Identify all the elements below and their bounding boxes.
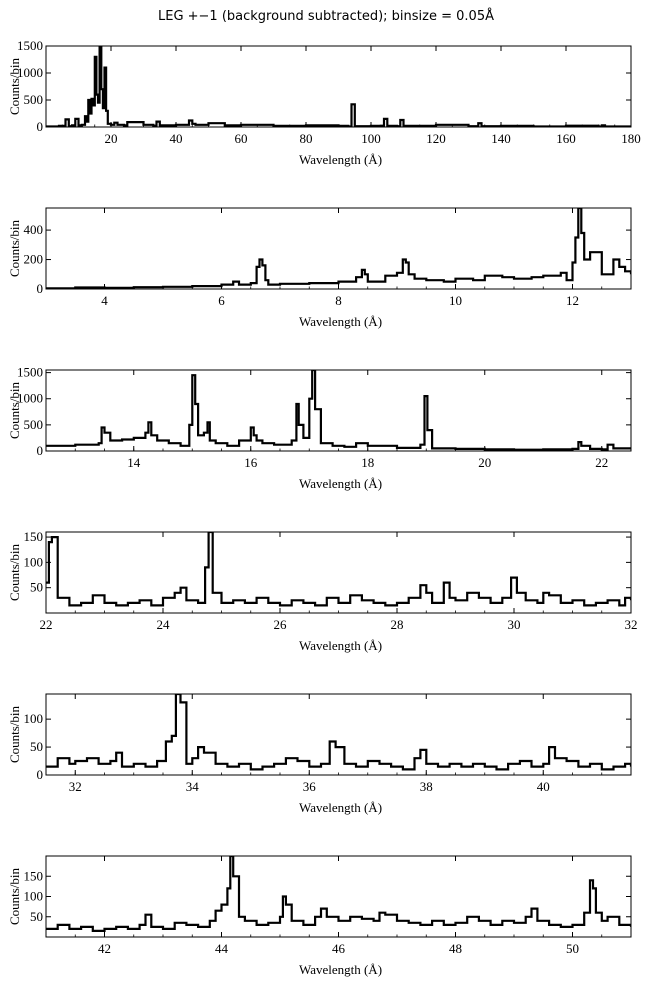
x-tick-label: 12 — [566, 293, 579, 308]
x-tick-label: 28 — [391, 617, 404, 632]
data-series-5 — [46, 694, 631, 771]
y-tick-label: 500 — [24, 92, 44, 107]
x-tick-label: 40 — [537, 779, 550, 794]
x-tick-label: 22 — [595, 455, 608, 470]
x-tick-label: 38 — [420, 779, 433, 794]
plot-frame — [45, 45, 632, 128]
panel-3: 14 16 18 20 22 0 500 1000 1500 Wavelength (Å) Coun… — [7, 365, 632, 491]
y-tick-label: 1000 — [17, 65, 43, 80]
data-series-4 — [46, 532, 631, 607]
x-tick-label: 44 — [215, 941, 229, 956]
panel-4: 22 24 26 28 30 32 50 100 150 Wavelength (Å) Counts… — [7, 529, 638, 653]
x-tick-label: 80 — [300, 131, 313, 146]
y-tick-label: 0 — [37, 767, 44, 782]
panel-6: 42 44 46 48 50 50 100 150 Wavelength (Å) Counts/b… — [7, 855, 632, 977]
y-tick-label: 100 — [24, 889, 44, 904]
x-tick-label: 50 — [566, 941, 579, 956]
x-tick-label: 36 — [303, 779, 317, 794]
x-tick-label: 8 — [335, 293, 342, 308]
x-axis-label: Wavelength (Å) — [299, 800, 382, 815]
x-tick-label: 46 — [332, 941, 346, 956]
y-tick-label: 0 — [37, 281, 44, 296]
x-tick-label: 140 — [491, 131, 511, 146]
y-tick-label: 1500 — [17, 365, 43, 380]
x-tick-label: 16 — [244, 455, 258, 470]
x-tick-label: 22 — [40, 617, 53, 632]
x-tick-label: 32 — [625, 617, 638, 632]
x-tick-label: 120 — [426, 131, 446, 146]
y-tick-label: 200 — [24, 252, 44, 267]
x-tick-label: 26 — [274, 617, 288, 632]
x-tick-label: 30 — [508, 617, 521, 632]
x-tick-label: 4 — [101, 293, 108, 308]
x-tick-label: 14 — [127, 455, 141, 470]
x-tick-label: 100 — [361, 131, 381, 146]
y-tick-label: 50 — [30, 909, 43, 924]
x-axis-label: Wavelength (Å) — [299, 962, 382, 977]
y-tick-label: 50 — [30, 739, 43, 754]
y-axis-label: Counts/bin — [7, 705, 22, 763]
x-tick-label: 20 — [105, 131, 118, 146]
y-axis-label: Counts/bin — [7, 219, 22, 277]
y-tick-label: 100 — [24, 711, 44, 726]
x-axis-label: Wavelength (Å) — [299, 152, 382, 167]
panel-1: 20 40 60 80 100 120 140 160 180 0 500 1000 1500 Wavel… — [7, 38, 641, 167]
y-tick-label: 150 — [24, 868, 44, 883]
x-axis-label: Wavelength (Å) — [299, 476, 382, 491]
x-tick-label: 20 — [478, 455, 491, 470]
y-tick-label: 1000 — [17, 391, 43, 406]
y-tick-label: 0 — [37, 443, 44, 458]
x-tick-label: 32 — [69, 779, 82, 794]
x-tick-label: 60 — [235, 131, 248, 146]
x-tick-label: 10 — [449, 293, 462, 308]
x-tick-label: 40 — [170, 131, 183, 146]
panel-2: 4 6 8 10 12 0 200 400 Wavelength (Å) Counts/bin — [7, 207, 632, 329]
y-axis-label: Counts/bin — [7, 381, 22, 439]
x-tick-label: 6 — [218, 293, 225, 308]
plot-frame — [45, 855, 632, 938]
y-tick-label: 1500 — [17, 38, 43, 53]
y-tick-label: 400 — [24, 222, 44, 237]
x-tick-label: 48 — [449, 941, 462, 956]
y-axis-label: Counts/bin — [7, 57, 22, 115]
x-tick-label: 160 — [556, 131, 576, 146]
data-series-1 — [46, 46, 631, 127]
x-tick-label: 18 — [361, 455, 374, 470]
x-tick-label: 34 — [186, 779, 200, 794]
data-series-6 — [46, 856, 631, 932]
y-tick-label: 0 — [37, 119, 44, 134]
y-tick-label: 100 — [24, 554, 44, 569]
x-axis-label: Wavelength (Å) — [299, 638, 382, 653]
x-tick-label: 24 — [157, 617, 171, 632]
y-axis-label: Counts/bin — [7, 543, 22, 601]
y-tick-label: 50 — [30, 580, 43, 595]
y-axis-label: Counts/bin — [7, 867, 22, 925]
panel-5: 32 34 36 38 40 0 50 100 Wavelength (Å) Counts/bin — [7, 693, 632, 815]
x-axis-label: Wavelength (Å) — [299, 314, 382, 329]
y-tick-label: 500 — [24, 417, 44, 432]
data-series-3 — [46, 370, 631, 451]
figure-title: LEG +−1 (background subtracted); binsize… — [157, 9, 494, 24]
x-tick-label: 180 — [621, 131, 641, 146]
y-tick-label: 150 — [24, 529, 44, 544]
x-tick-label: 42 — [98, 941, 111, 956]
data-series-2 — [46, 208, 631, 289]
